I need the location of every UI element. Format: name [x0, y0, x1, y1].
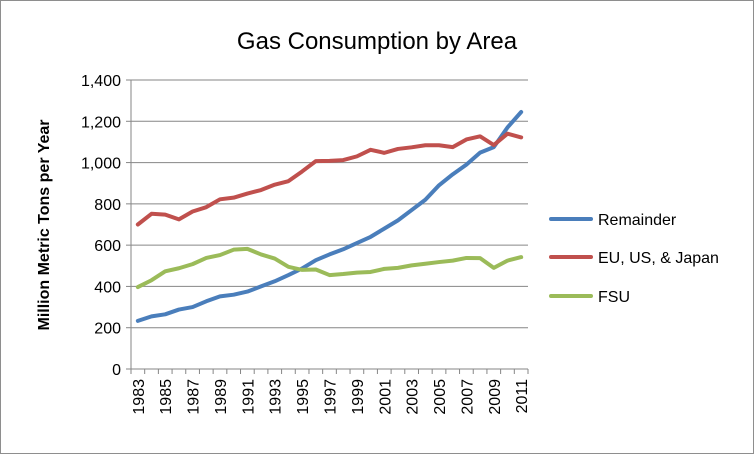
y-tick-label: 1,200	[81, 114, 121, 131]
y-tick-label: 1,000	[81, 156, 121, 173]
legend: Remainder EU, US, & Japan FSU	[549, 212, 719, 306]
y-tick-label: 400	[94, 279, 121, 296]
x-axis-ticks: 1983 1985 1987 1989 1991 1993 1995 1997 1999 2001…	[130, 369, 531, 415]
y-tick-label: 200	[94, 321, 121, 338]
x-tick-label: 2001	[377, 379, 394, 415]
legend-label-eu-us-japan: EU, US, & Japan	[598, 250, 719, 267]
x-tick-label: 2007	[459, 379, 476, 415]
y-axis-ticks: 0 200 400 600 800 1,000 1,200 1,400	[81, 73, 131, 379]
chart-title: Gas Consumption by Area	[237, 28, 518, 55]
series-line-remainder	[135, 110, 524, 323]
x-tick-label: 1999	[350, 379, 367, 415]
legend-label-remainder: Remainder	[598, 212, 677, 229]
x-tick-label: 1991	[240, 379, 257, 415]
y-tick-label: 800	[94, 197, 121, 214]
y-tick-label: 0	[112, 362, 121, 379]
y-tick-label: 1,400	[81, 73, 121, 90]
x-tick-label: 1987	[186, 379, 203, 415]
x-tick-label: 1983	[131, 379, 148, 415]
axes	[130, 80, 528, 370]
series-line-eu-us-japan	[135, 131, 524, 227]
x-tick-label: 2003	[405, 379, 422, 415]
x-tick-label: 1995	[295, 379, 312, 415]
x-tick-label: 2011	[514, 379, 531, 414]
x-tick-label: 1985	[158, 379, 175, 415]
x-tick-label: 1989	[213, 379, 230, 415]
series-lines	[135, 110, 524, 323]
y-axis-label: Million Metric Tons per Year	[36, 119, 53, 330]
series-line-fsu	[135, 246, 524, 290]
gridlines	[131, 79, 528, 329]
x-tick-label: 1997	[323, 379, 340, 415]
legend-label-fsu: FSU	[598, 289, 630, 306]
x-tick-label: 2009	[487, 379, 504, 415]
x-tick-label: 1993	[268, 379, 285, 415]
y-tick-label: 600	[94, 238, 121, 255]
x-tick-label: 2005	[432, 379, 449, 415]
